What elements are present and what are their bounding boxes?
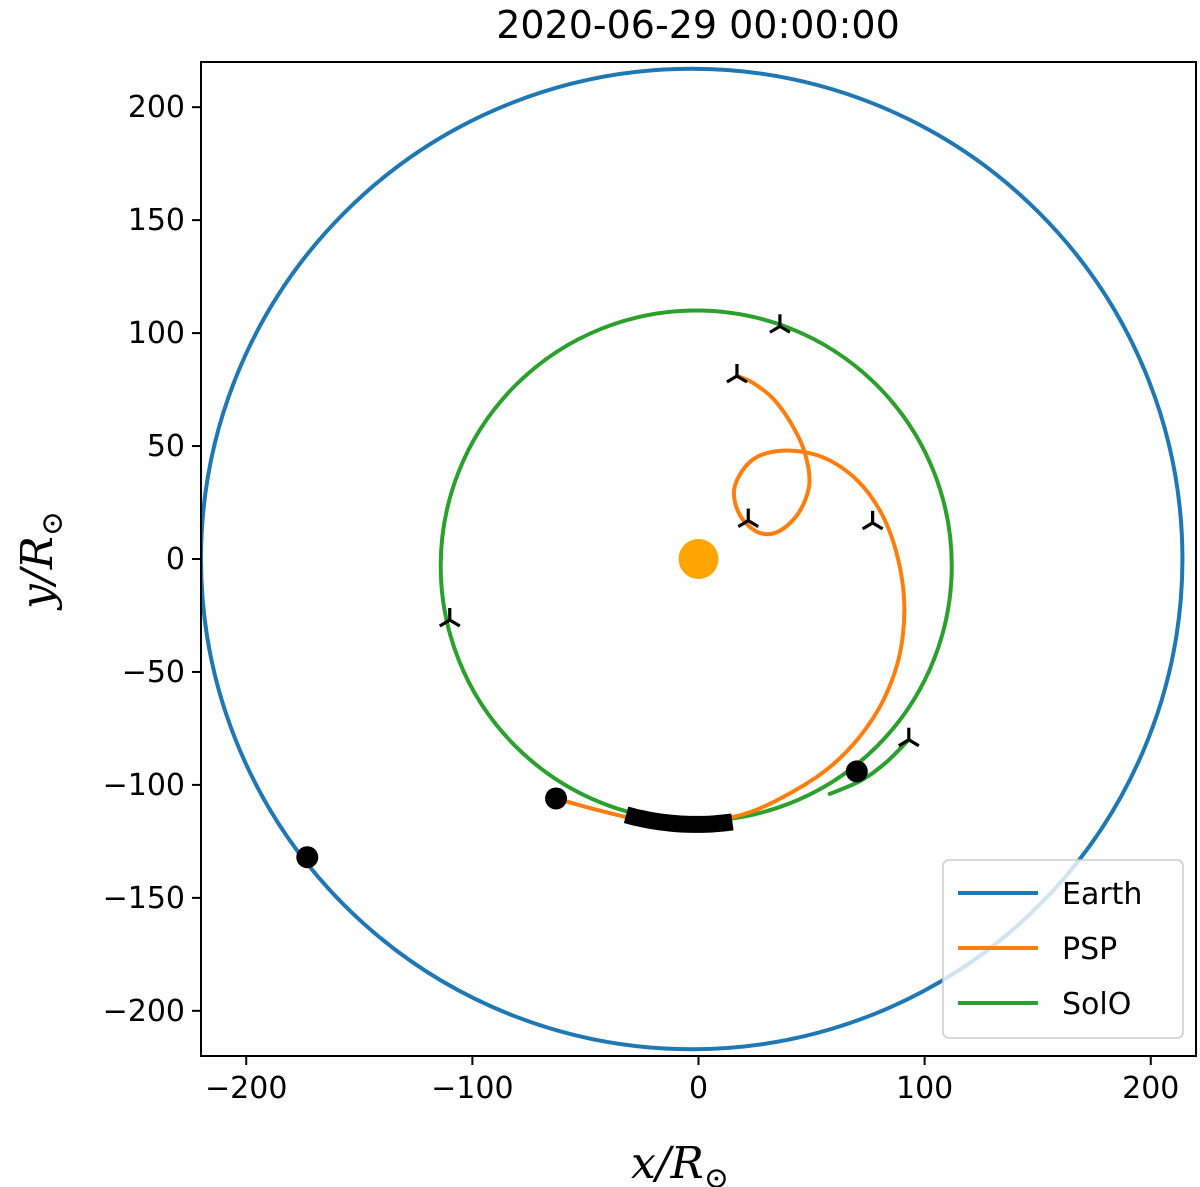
legend-frame bbox=[942, 859, 1184, 1039]
x-tick-label: 100 bbox=[896, 1071, 953, 1106]
x-axis-label-subscript: ⊙ bbox=[704, 1161, 729, 1187]
earth-orbit bbox=[201, 66, 1185, 1052]
y-tick-label: −50 bbox=[122, 655, 185, 690]
trajectory-marker-stroke bbox=[737, 519, 750, 528]
psp-trajectory-marker bbox=[737, 508, 760, 528]
x-tick-label: −200 bbox=[205, 1071, 287, 1106]
trajectory-marker-stroke bbox=[907, 738, 920, 748]
earth-position-marker bbox=[296, 846, 319, 869]
y-axis-label-subscript: ⊙ bbox=[35, 511, 70, 536]
trajectory-marker-stroke bbox=[726, 374, 738, 384]
solo-trajectory-marker bbox=[897, 727, 920, 748]
trajectory-marker-stroke bbox=[779, 324, 791, 334]
trajectory-marker-stroke bbox=[448, 618, 461, 628]
x-tick-label: 0 bbox=[689, 1071, 708, 1106]
y-tick-label: −150 bbox=[103, 881, 185, 916]
solo-trajectory-marker bbox=[438, 607, 461, 628]
psp-trajectory-marker bbox=[726, 364, 748, 384]
legend-label-psp: PSP bbox=[1062, 932, 1117, 967]
y-tick-label: −200 bbox=[103, 994, 185, 1029]
solo-position-marker bbox=[845, 760, 868, 783]
y-tick-label: −100 bbox=[103, 768, 185, 803]
y-tick-label: 0 bbox=[166, 542, 185, 577]
y-tick-label: 100 bbox=[128, 316, 185, 351]
trajectory-marker-stroke bbox=[736, 374, 748, 384]
psp-trajectory bbox=[554, 374, 907, 826]
y-tick-label: 50 bbox=[147, 429, 185, 464]
highlight-arc bbox=[622, 806, 737, 833]
psp-trajectory-marker bbox=[861, 510, 884, 531]
x-tick-label: −100 bbox=[431, 1071, 513, 1106]
trajectory-marker-stroke bbox=[861, 521, 874, 531]
chart-title: 2020-06-29 00:00:00 bbox=[496, 3, 900, 47]
x-tick-label: 200 bbox=[1122, 1071, 1179, 1106]
trajectory-marker-stroke bbox=[438, 618, 451, 628]
trajectory-marker-stroke bbox=[747, 519, 760, 528]
solo-orbit-extension bbox=[827, 737, 911, 796]
legend-label-earth: Earth bbox=[1062, 877, 1142, 912]
trajectory-marker-stroke bbox=[769, 324, 781, 334]
legend: Earth PSP SolO bbox=[942, 859, 1184, 1039]
legend-label-solo: SolO bbox=[1062, 987, 1131, 1022]
plot-area bbox=[201, 66, 1185, 1052]
y-tick-label: 200 bbox=[128, 90, 185, 125]
sun-marker bbox=[678, 539, 719, 579]
y-axis-label: y/R⊙ bbox=[12, 511, 70, 611]
axes-frame bbox=[200, 61, 1197, 1057]
psp-position-marker bbox=[545, 787, 568, 810]
trajectory-marker-stroke bbox=[897, 738, 910, 748]
solo-trajectory-marker bbox=[769, 314, 791, 334]
y-tick-label: 150 bbox=[128, 203, 185, 238]
ticks: −200 −100 0 100 200 −200 −150 −100 −50 0 50 100 150 2… bbox=[103, 90, 1180, 1106]
trajectory-marker-stroke bbox=[871, 521, 884, 531]
x-axis-label: x/R⊙ bbox=[631, 1138, 729, 1187]
